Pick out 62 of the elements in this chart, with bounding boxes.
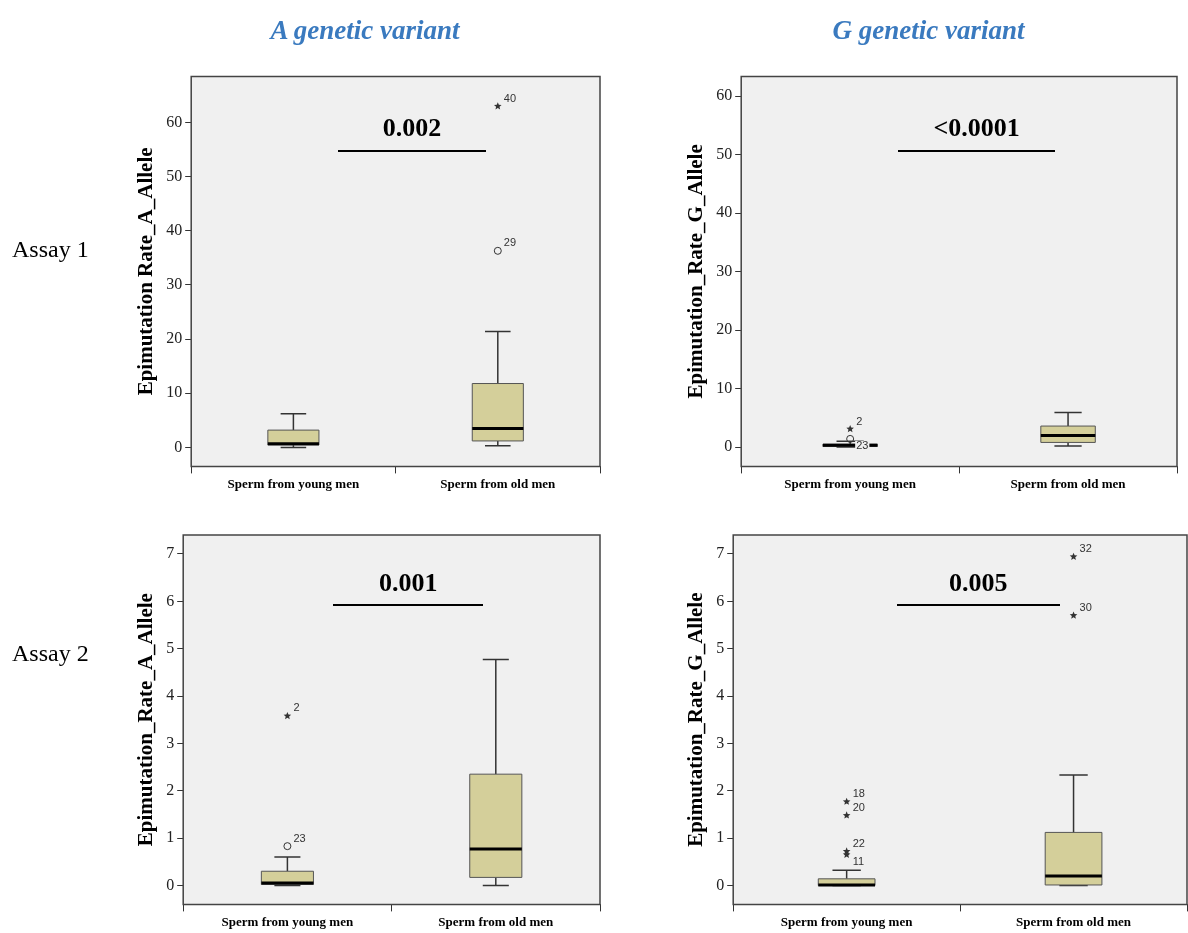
- y-tick-label: 2: [716, 780, 725, 798]
- y-tick-label: 0: [166, 875, 175, 893]
- x-tick-label: Sperm from young men: [780, 913, 914, 929]
- y-tick-label: 6: [716, 591, 725, 609]
- y-tick-label: 20: [716, 320, 733, 338]
- x-tick-label: Sperm from young men: [227, 475, 360, 491]
- annotation: 2: [856, 414, 863, 427]
- y-tick-label: 6: [166, 591, 175, 609]
- x-tick-label: Sperm from old men: [438, 913, 555, 929]
- annotation: 20: [852, 800, 865, 813]
- y-axis-title: Epimutation_Rate_A_Allele: [133, 593, 158, 847]
- y-tick-label: 50: [716, 144, 733, 162]
- y-tick-label: 2: [166, 780, 175, 798]
- annotation: 32: [1079, 542, 1092, 555]
- y-tick-label: 5: [166, 638, 175, 656]
- annotation: 18: [852, 787, 865, 800]
- y-tick-label: 10: [166, 383, 183, 401]
- annotation: <0.0001: [933, 113, 1020, 143]
- y-tick-label: 60: [166, 112, 183, 130]
- chart-title: G genetic variant: [832, 15, 1026, 46]
- y-axis-title: Epimutation_Rate_G_Allele: [683, 592, 708, 847]
- y-tick-label: 5: [716, 638, 725, 656]
- y-tick-label: 3: [716, 733, 725, 751]
- annotation: 0.002: [382, 113, 442, 143]
- y-tick-label: 10: [716, 378, 733, 396]
- annotation: 29: [503, 236, 517, 249]
- y-tick-label: 4: [716, 686, 725, 704]
- text: Assay 2: [12, 640, 89, 667]
- y-tick-label: 50: [166, 166, 183, 184]
- annotation: 30: [1079, 601, 1092, 614]
- y-tick-label: 30: [166, 275, 183, 293]
- x-tick-label: Sperm from old men: [1016, 913, 1132, 929]
- y-tick-label: 30: [716, 261, 733, 279]
- y-tick-label: 0: [174, 437, 183, 455]
- annotation: 23: [856, 439, 869, 452]
- annotation: 22: [852, 836, 865, 849]
- y-axis-title: Epimutation Rate_A_Allele: [133, 147, 158, 396]
- y-tick-label: 40: [716, 203, 733, 221]
- y-tick-label: 1: [166, 828, 175, 846]
- y-tick-label: 20: [166, 329, 183, 347]
- y-tick-label: 4: [166, 686, 175, 704]
- x-tick-label: Sperm from young men: [221, 913, 354, 929]
- annotation: 11: [852, 855, 865, 868]
- annotation: 2: [293, 701, 300, 714]
- x-tick-label: Sperm from old men: [440, 475, 557, 491]
- y-tick-label: 3: [166, 733, 175, 751]
- y-tick-label: 40: [166, 220, 183, 238]
- text: Assay 1: [12, 236, 89, 263]
- y-tick-label: 7: [716, 544, 725, 562]
- annotation: 0.001: [379, 567, 438, 597]
- y-tick-label: 0: [724, 437, 733, 455]
- x-tick-label: Sperm from old men: [1010, 475, 1127, 491]
- y-tick-label: 7: [166, 544, 175, 562]
- annotation: 0.005: [949, 567, 1008, 597]
- y-tick-label: 0: [716, 875, 725, 893]
- x-tick-label: Sperm from young men: [784, 475, 917, 491]
- chart-title: A genetic variant: [268, 15, 461, 46]
- y-tick-label: 60: [716, 86, 733, 104]
- y-axis-title: Epimutation_Rate_G_Allele: [683, 144, 708, 399]
- y-tick-label: 1: [716, 828, 725, 846]
- annotation: 23: [293, 831, 306, 844]
- annotation: 40: [503, 91, 517, 104]
